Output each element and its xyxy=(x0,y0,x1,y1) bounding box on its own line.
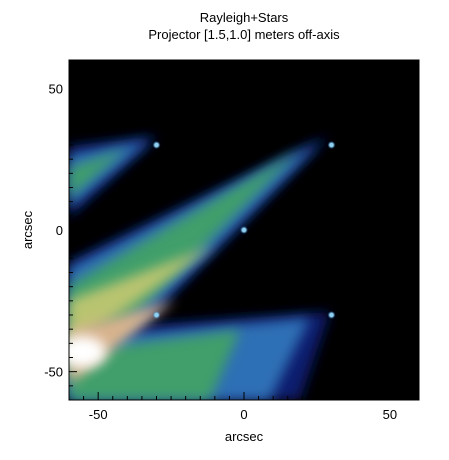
star-marker xyxy=(327,311,336,319)
stars xyxy=(152,141,336,319)
star-marker xyxy=(152,311,161,319)
star-point xyxy=(242,228,246,232)
y-tick-label: -50 xyxy=(44,365,63,380)
star-point xyxy=(330,313,333,317)
y-axis-label: arcsec xyxy=(20,210,35,249)
y-axis: -50 0 50 xyxy=(44,59,419,401)
x-axis: -50 0 50 xyxy=(68,60,420,422)
x-tick-label: 50 xyxy=(383,407,397,422)
star-marker xyxy=(327,141,336,149)
x-tick-label: -50 xyxy=(89,407,108,422)
star-point xyxy=(155,313,158,317)
rayleigh-glow xyxy=(69,135,330,400)
x-tick-label: 0 xyxy=(240,407,247,422)
plot-area xyxy=(69,60,419,400)
star-marker xyxy=(240,226,248,234)
glow-blue-upper xyxy=(69,140,150,208)
star-point xyxy=(330,143,333,147)
star-marker xyxy=(152,141,161,149)
chart-subtitle: Projector [1.5,1.0] meters off-axis xyxy=(148,27,340,42)
x-axis-label: arcsec xyxy=(225,429,264,444)
chart-title: Rayleigh+Stars xyxy=(200,10,289,25)
star-point xyxy=(155,143,158,147)
glow-green-upper xyxy=(69,148,128,198)
y-tick-label: 50 xyxy=(49,81,63,96)
glow-bright-core xyxy=(69,336,106,368)
y-tick-label: 0 xyxy=(56,223,63,238)
